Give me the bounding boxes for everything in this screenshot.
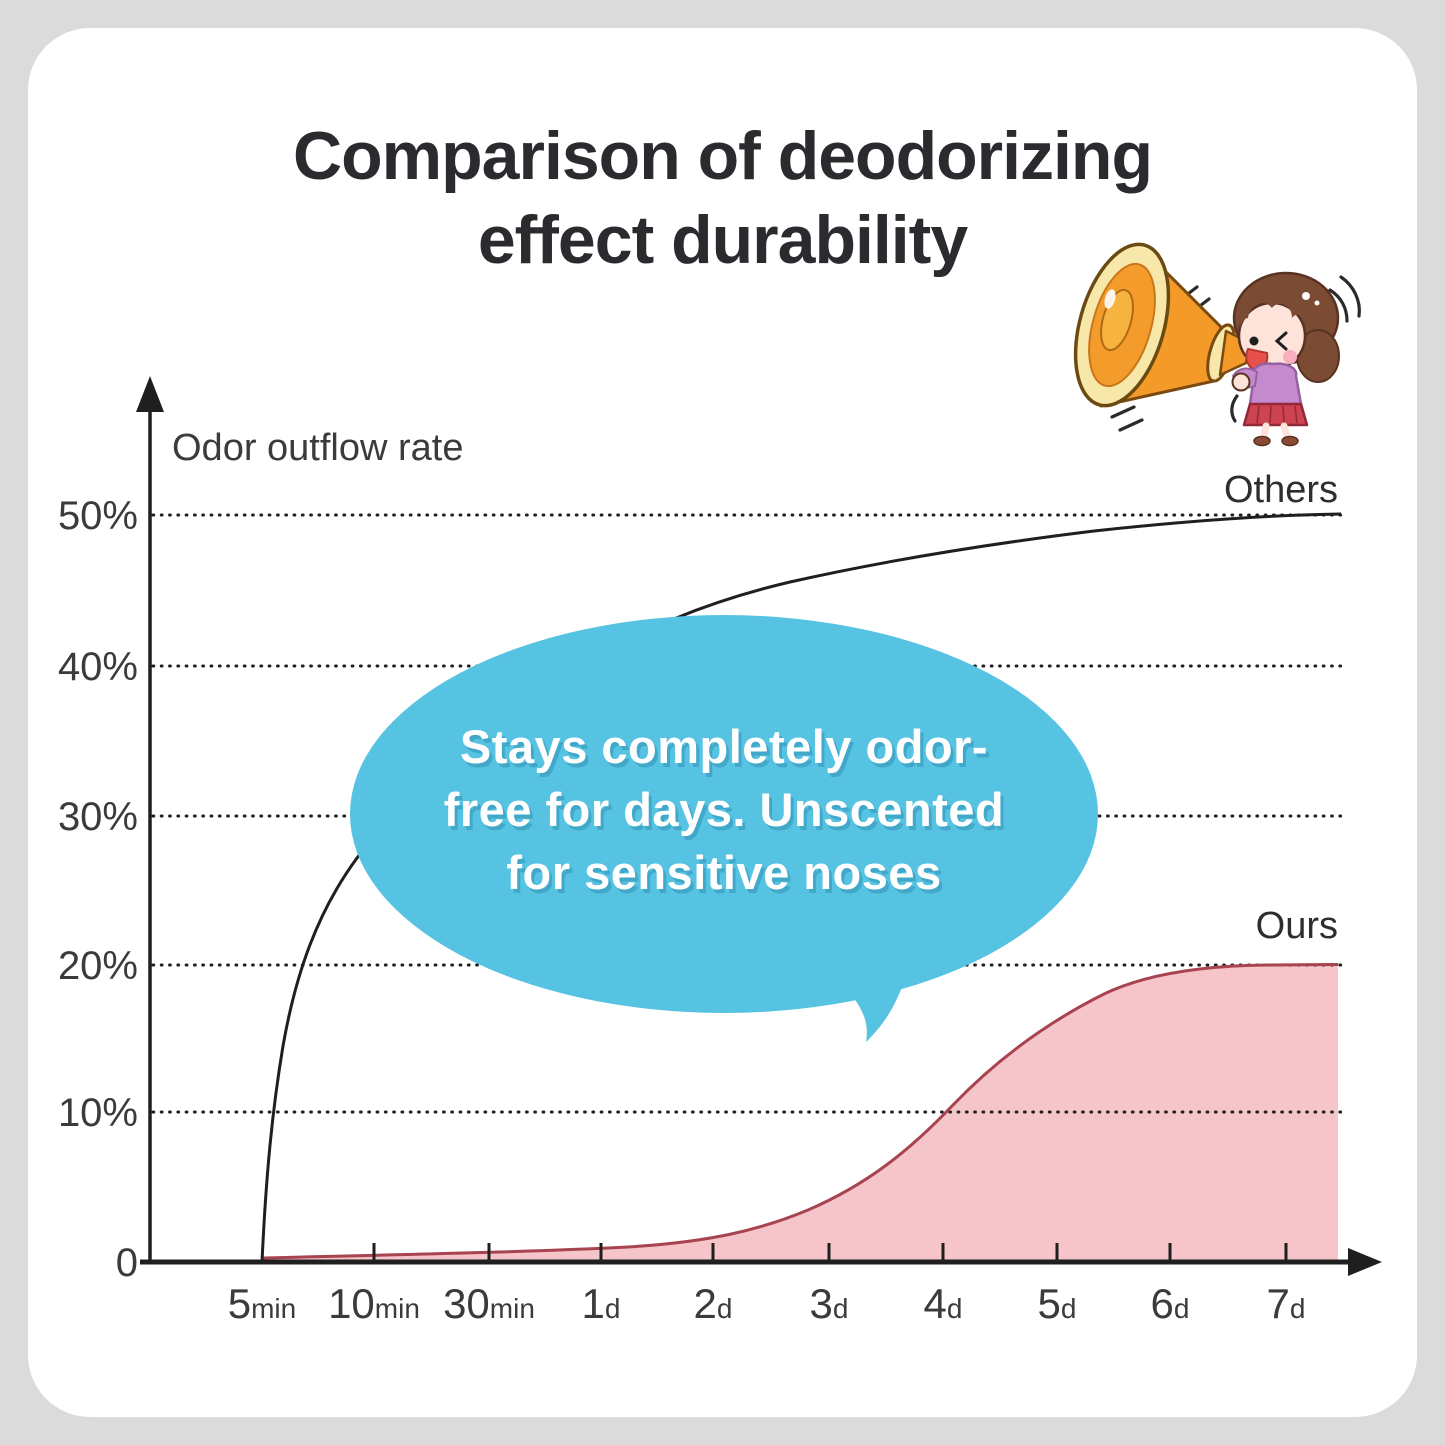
y-axis-title: Odor outflow rate [172, 427, 463, 469]
girl-eye [1249, 336, 1259, 346]
bubble-line1: Stays completely odor- [459, 720, 989, 773]
x-tick-labels: 5min 10min 30min 1d 2d 3d 4d 5d 6d 7d [228, 1280, 1306, 1327]
page-title-line1: Comparison of deodorizing [293, 118, 1153, 194]
y-tick-30: 30% [58, 795, 138, 839]
x-tick-5d: 5d [1038, 1280, 1077, 1327]
megaphone-highlight [1104, 289, 1116, 309]
girl-legs [1260, 422, 1291, 440]
girl-hand [1231, 372, 1251, 392]
ours-area [262, 964, 1338, 1262]
axes [140, 404, 1352, 1265]
x-tick-1d: 1d [582, 1280, 621, 1327]
y-axis-arrow [136, 376, 164, 412]
x-tick-5min: 5min [228, 1280, 296, 1327]
y-tick-labels: 50% 40% 30% 20% 10% 0 [58, 494, 138, 1285]
page-title: Comparison of deodorizing effect durabil… [0, 114, 1445, 283]
girl-wink-eye [1274, 331, 1288, 351]
megaphone-icon [1073, 242, 1252, 408]
speech-bubble-text: Stays completely odor- free for days. Un… [354, 716, 1094, 905]
y-tick-40: 40% [58, 645, 138, 689]
x-tick-marks [372, 1243, 1288, 1262]
girl-skirt [1242, 402, 1309, 427]
girl-bangs [1239, 284, 1311, 330]
girl-skirt-pleats [1256, 405, 1298, 424]
girl-megaphone-illustration [1073, 242, 1361, 447]
bubble-line3: for sensitive noses [506, 845, 942, 899]
girl-hair-highlight [1302, 292, 1310, 300]
x-tick-7d: 7d [1267, 1280, 1306, 1327]
speech-bubble [350, 615, 1098, 1042]
speech-bubble-body [350, 615, 1098, 1013]
girl-blush [1283, 350, 1297, 364]
y-tick-0: 0 [116, 1241, 138, 1285]
x-axis-arrow [1348, 1248, 1382, 1276]
x-tick-10min: 10min [328, 1280, 420, 1327]
y-tick-50: 50% [58, 494, 138, 538]
x-tick-2d: 2d [694, 1280, 733, 1327]
girl-shoe-left [1253, 435, 1271, 447]
ours-curve [261, 963, 1339, 1260]
x-tick-3d: 3d [810, 1280, 849, 1327]
girl-hair-highlight-small [1314, 300, 1320, 306]
x-tick-6d: 6d [1151, 1280, 1190, 1327]
girl-shoe-right [1281, 435, 1299, 447]
ours-series-label: Ours [1256, 905, 1338, 947]
page-title-line2: effect durability [477, 202, 968, 279]
bubble-line2: free for days. Unscented [443, 782, 1005, 836]
x-tick-4d: 4d [924, 1280, 963, 1327]
others-series-label: Others [1224, 469, 1338, 511]
y-tick-10: 10% [58, 1091, 138, 1135]
y-tick-20: 20% [58, 944, 138, 988]
x-tick-30min: 30min [443, 1280, 535, 1327]
girl-figure [1231, 271, 1340, 447]
